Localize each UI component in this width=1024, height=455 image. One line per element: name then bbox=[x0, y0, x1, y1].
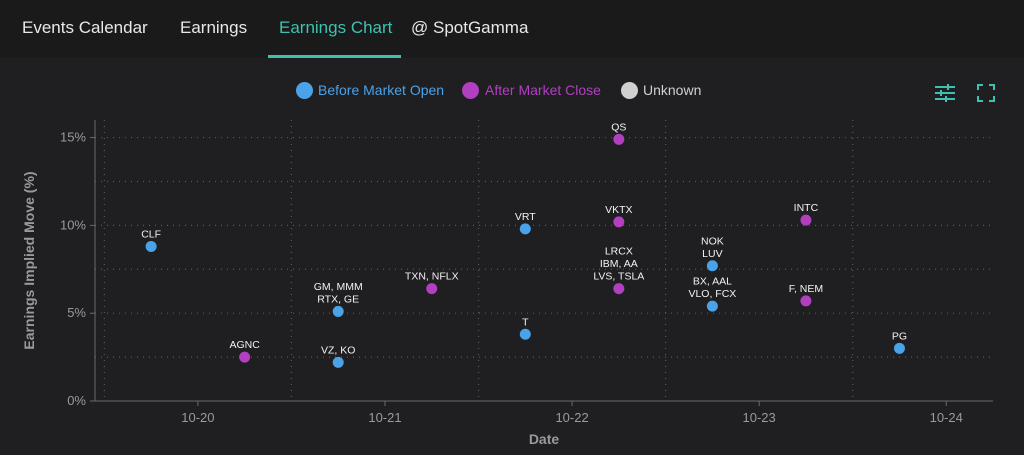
data-label: RTX, GE bbox=[317, 293, 359, 305]
data-point bbox=[239, 351, 251, 363]
data-label: INTC bbox=[794, 202, 819, 214]
x-tick-label: 10-22 bbox=[555, 410, 588, 425]
x-axis-title: Date bbox=[529, 431, 560, 447]
data-label: AGNC bbox=[229, 339, 260, 351]
y-tick-label: 10% bbox=[60, 217, 86, 232]
x-tick-label: 10-23 bbox=[743, 410, 776, 425]
legend-dot-unknown[interactable] bbox=[621, 82, 638, 99]
data-point bbox=[706, 300, 718, 312]
data-label: GM, MMM bbox=[314, 281, 363, 293]
data-label: T bbox=[522, 316, 529, 328]
top-navigation: Events Calendar Earnings Earnings Chart … bbox=[0, 0, 1024, 58]
legend-dot-before-market-open[interactable] bbox=[296, 82, 313, 99]
data-point bbox=[519, 223, 531, 235]
data-point bbox=[613, 283, 625, 295]
y-tick-label: 5% bbox=[67, 305, 86, 320]
data-point bbox=[332, 305, 344, 317]
chart-panel bbox=[0, 58, 1024, 455]
y-tick-label: 15% bbox=[60, 130, 86, 145]
data-point bbox=[519, 328, 531, 340]
data-point bbox=[800, 214, 812, 226]
expand-icon[interactable] bbox=[977, 84, 995, 107]
data-label: F, NEM bbox=[789, 283, 823, 295]
data-label: NOK bbox=[701, 235, 724, 247]
data-label: LRCX bbox=[605, 246, 633, 258]
x-tick-label: 10-21 bbox=[368, 410, 401, 425]
data-label: TXN, NFLX bbox=[405, 271, 459, 283]
sliders-icon[interactable] bbox=[934, 83, 956, 108]
data-label: LVS, TSLA bbox=[593, 271, 644, 283]
data-label: BX, AAL bbox=[693, 276, 732, 288]
data-label: VZ, KO bbox=[321, 344, 355, 356]
data-label: LUV bbox=[702, 248, 722, 260]
data-point bbox=[145, 240, 157, 252]
data-label: IBM, AA bbox=[600, 258, 638, 270]
legend-label-before-market-open[interactable]: Before Market Open bbox=[318, 82, 445, 98]
data-label: VRT bbox=[515, 211, 536, 223]
legend-label-after-market-close[interactable]: After Market Close bbox=[485, 82, 601, 98]
tab-earnings-chart[interactable]: Earnings Chart bbox=[279, 18, 393, 37]
x-tick-label: 10-24 bbox=[930, 410, 963, 425]
data-point bbox=[613, 216, 625, 228]
active-tab-indicator bbox=[268, 55, 401, 58]
chart-legend: Before Market Open After Market Close Un… bbox=[0, 82, 1024, 102]
data-label: QS bbox=[611, 121, 626, 133]
data-point bbox=[706, 260, 718, 272]
data-point bbox=[800, 295, 812, 307]
x-tick-label: 10-20 bbox=[181, 410, 214, 425]
data-point bbox=[893, 342, 905, 354]
data-point bbox=[613, 133, 625, 145]
tab-spotgamma[interactable]: @ SpotGamma bbox=[411, 18, 529, 37]
data-label: PG bbox=[892, 330, 907, 342]
legend-label-unknown[interactable]: Unknown bbox=[643, 82, 702, 98]
data-label: VLO, FCX bbox=[688, 288, 736, 300]
y-axis-title: Earnings Implied Move (%) bbox=[21, 171, 37, 349]
legend-dot-after-market-close[interactable] bbox=[462, 82, 479, 99]
tab-earnings[interactable]: Earnings bbox=[180, 18, 248, 37]
y-tick-label: 0% bbox=[67, 393, 86, 408]
data-label: CLF bbox=[141, 228, 161, 240]
data-label: VKTX bbox=[605, 204, 632, 216]
data-point bbox=[332, 356, 344, 368]
tab-events-calendar[interactable]: Events Calendar bbox=[22, 18, 148, 37]
data-point bbox=[426, 283, 438, 295]
